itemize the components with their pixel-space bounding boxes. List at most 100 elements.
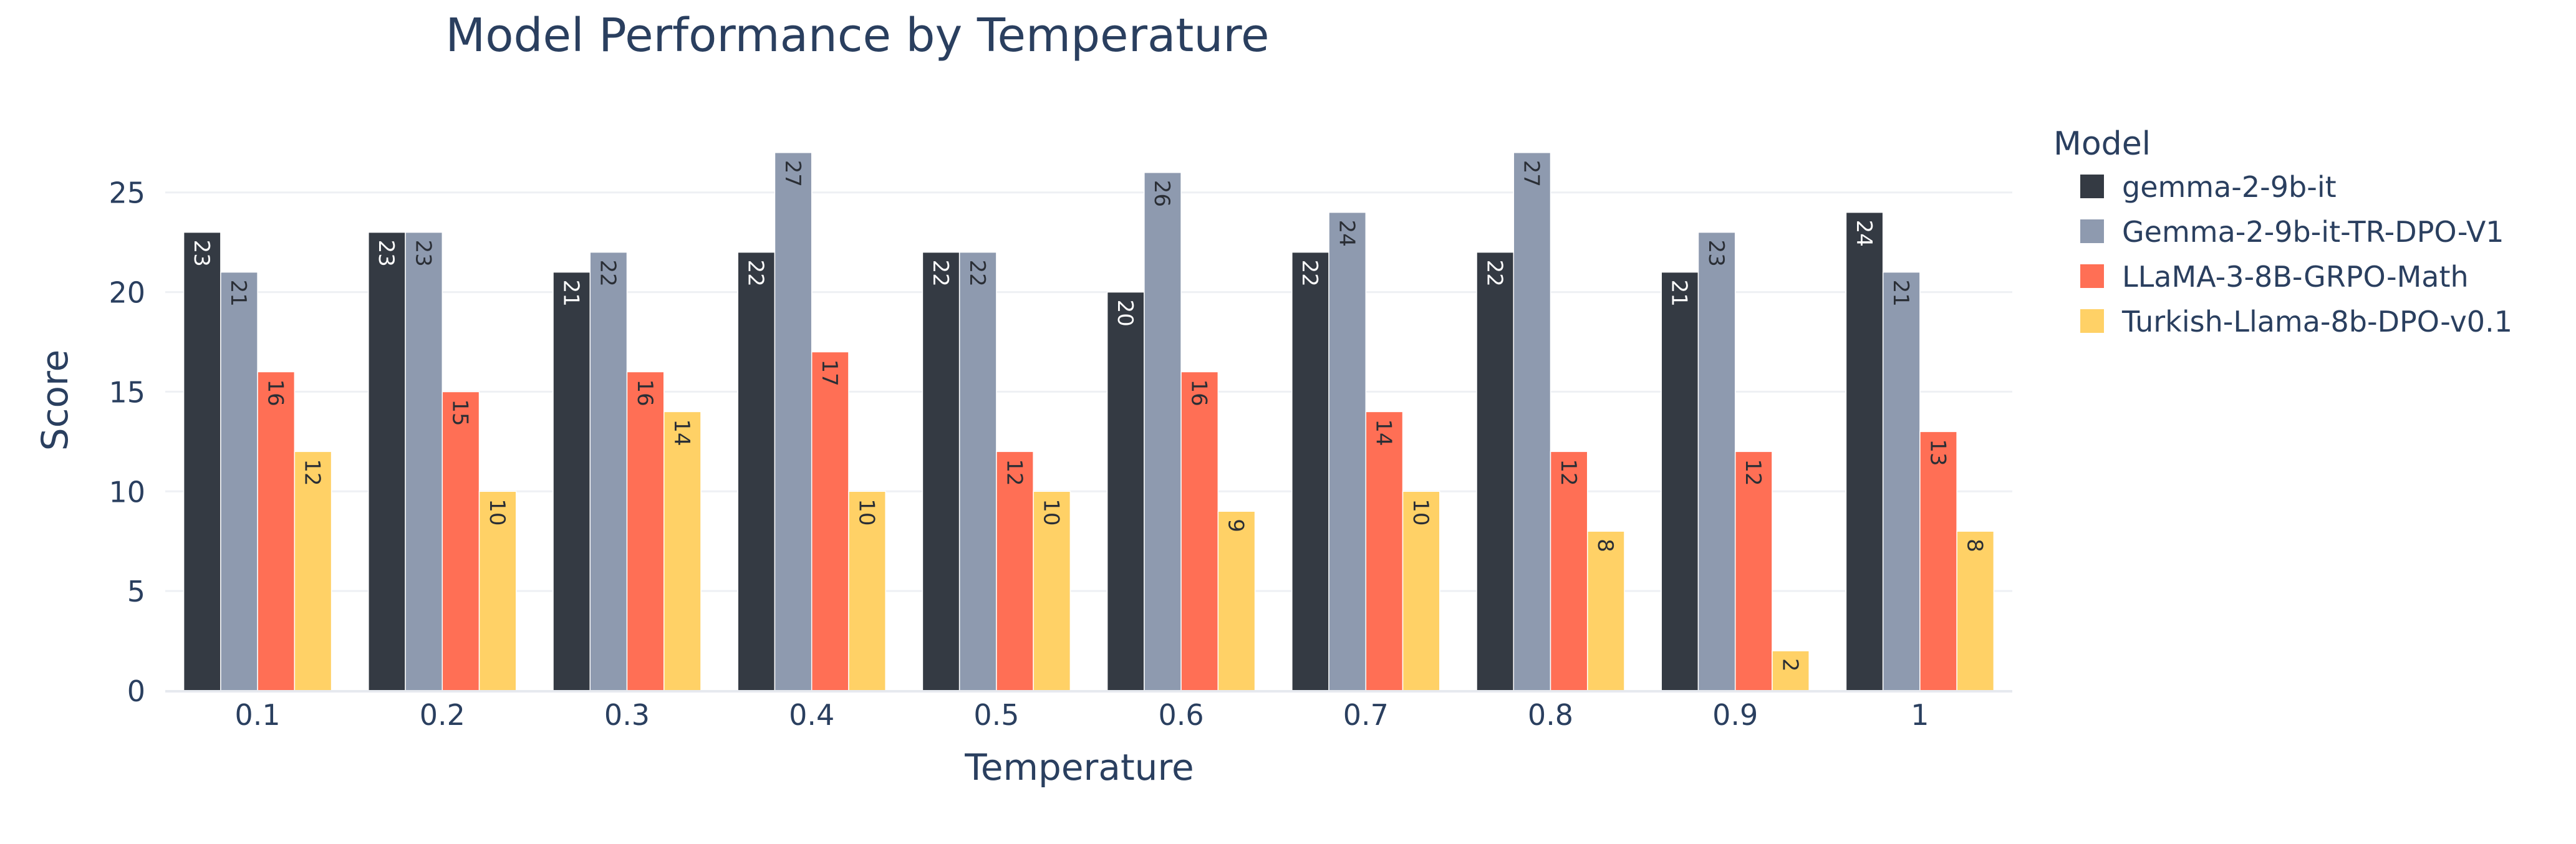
x-tick-label: 0.9 (1712, 698, 1758, 732)
bar-value-label: 23 (410, 240, 435, 267)
x-axis-title: Temperature (964, 746, 1194, 789)
bar-value-label: 23 (189, 240, 214, 267)
bar (183, 231, 221, 691)
bar (1217, 511, 1256, 691)
bar-value-label: 12 (1001, 459, 1026, 486)
legend: Model gemma-2-9b-it Gemma-2-9b-it-TR-DPO-… (2053, 125, 2512, 338)
bar (1106, 291, 1145, 691)
bar-value-label: 26 (1149, 180, 1174, 207)
bar-value-label: 10 (485, 499, 509, 525)
bar-value-label: 8 (1593, 539, 1618, 552)
legend-swatch (2080, 309, 2104, 333)
bar (1697, 231, 1736, 691)
bar (663, 411, 702, 691)
bar (922, 251, 960, 691)
bar-value-label: 8 (1962, 539, 1987, 552)
bar-value-label: 22 (743, 260, 768, 287)
bar-value-label: 27 (1519, 160, 1544, 187)
bar-value-label: 10 (1039, 499, 1064, 525)
bar (1180, 371, 1219, 691)
bar (257, 371, 296, 691)
x-tick-label: 0.7 (1343, 698, 1389, 732)
bar (1734, 451, 1773, 691)
legend-items: gemma-2-9b-it Gemma-2-9b-it-TR-DPO-V1 LLaM… (2080, 170, 2512, 338)
legend-title: Model (2053, 125, 2151, 163)
bar (848, 491, 886, 691)
x-tick-label: 1 (1911, 698, 1929, 732)
bar (737, 251, 776, 691)
bar (1845, 211, 1884, 691)
bar (1033, 491, 1071, 691)
bar-value-label: 21 (226, 280, 251, 307)
bar-value-label: 12 (1556, 459, 1581, 486)
bar-value-label: 16 (1186, 379, 1211, 406)
bar (1550, 451, 1588, 691)
bar (811, 351, 849, 691)
bar-value-label: 22 (965, 260, 990, 287)
y-tick-label: 25 (109, 176, 145, 210)
bar (1882, 271, 1921, 691)
legend-label: Gemma-2-9b-it-TR-DPO-V1 (2122, 215, 2504, 249)
bar-value-label: 16 (263, 379, 287, 406)
x-tick-label: 0.1 (235, 698, 281, 732)
bar-value-label: 13 (1925, 439, 1950, 466)
bar-value-label: 20 (1112, 300, 1137, 327)
x-tick-label: 0.2 (420, 698, 465, 732)
bar (626, 371, 665, 691)
y-tick-label: 15 (109, 375, 145, 409)
bar (1586, 530, 1625, 691)
bar-value-label: 12 (1740, 459, 1765, 486)
bar-value-labels: 23 21 16 12 23 23 15 10 21 22 16 14 22 27 17 10 22 22 12 10… (189, 160, 1987, 672)
bar-value-label: 14 (1371, 419, 1396, 446)
bar (220, 271, 258, 691)
bar-value-label: 22 (1482, 260, 1507, 287)
bar-value-label: 24 (1851, 220, 1876, 247)
bar-value-label: 10 (854, 499, 879, 525)
legend-label: gemma-2-9b-it (2122, 170, 2337, 204)
bar (405, 231, 443, 691)
legend-swatch (2080, 264, 2104, 288)
bar (1772, 650, 1810, 691)
x-tick-label: 0.5 (973, 698, 1019, 732)
bar (958, 251, 997, 691)
bar (441, 391, 480, 691)
bar-value-label: 2 (1777, 658, 1802, 672)
bar-value-label: 15 (448, 399, 473, 426)
bar-value-label: 24 (1334, 220, 1359, 247)
x-tick-label: 0.8 (1528, 698, 1573, 732)
bar (478, 491, 517, 691)
bar-value-label: 22 (596, 260, 620, 287)
bar-value-label: 14 (669, 419, 694, 446)
x-tick-label: 0.6 (1159, 698, 1204, 732)
y-tick-label: 20 (109, 276, 145, 310)
y-axis-title: Score (34, 350, 76, 451)
bar (589, 251, 628, 691)
bar-value-label: 27 (780, 160, 805, 187)
bar (552, 271, 591, 691)
bar-value-label: 12 (300, 459, 325, 486)
x-tick-label: 0.3 (604, 698, 650, 732)
bar (1144, 171, 1182, 691)
bar-value-label: 21 (558, 280, 583, 307)
legend-swatch (2080, 219, 2104, 243)
y-tick-label: 5 (127, 575, 145, 608)
bar-value-label: 21 (1667, 280, 1692, 307)
bar (1365, 411, 1404, 691)
bar (1661, 271, 1699, 691)
bar-value-label: 10 (1408, 499, 1433, 525)
legend-swatch (2080, 175, 2104, 198)
bar (1956, 530, 1995, 691)
bar-value-label: 23 (374, 240, 398, 267)
x-tick-labels: 0.1 0.2 0.3 0.4 0.5 0.6 0.7 0.8 0.9 1 (235, 698, 1929, 732)
bar (1919, 431, 1957, 691)
bar-value-label: 9 (1223, 519, 1248, 532)
bar-value-label: 17 (817, 359, 842, 386)
x-tick-label: 0.4 (789, 698, 834, 732)
bar (1328, 211, 1367, 691)
bar (1291, 251, 1329, 691)
bar (294, 451, 332, 691)
bar (1513, 152, 1551, 691)
bar (1476, 251, 1515, 691)
